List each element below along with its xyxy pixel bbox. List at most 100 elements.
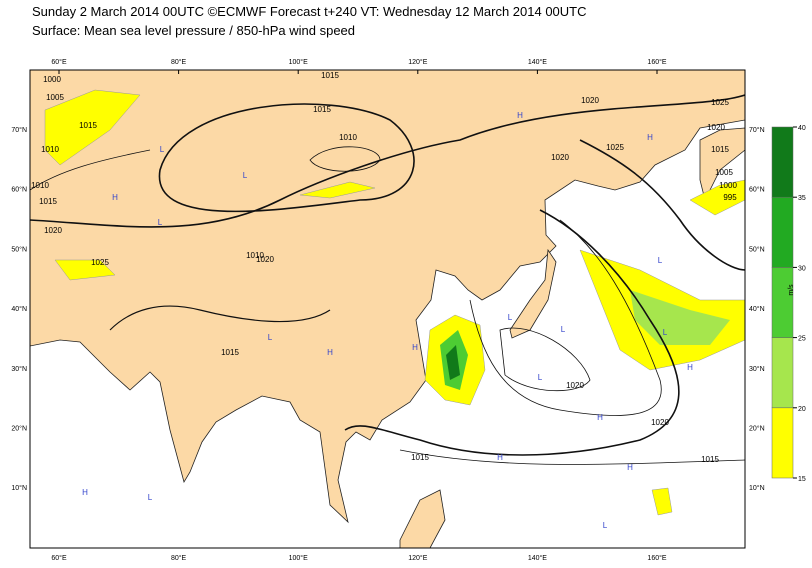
lon-label: 140°E [528,58,547,66]
isobar-label: 1000 [43,75,61,84]
lon-label: 120°E [408,554,427,562]
lat-label: 20°N [11,425,27,433]
pressure-center: H [112,193,118,202]
isobar-label: 1015 [79,121,97,130]
wind-shading [689,179,745,216]
lat-label: 60°N [749,186,765,194]
wind-shading [651,487,673,516]
lon-label: 100°E [289,554,308,562]
pressure-center: L [603,521,608,530]
lon-label: 60°E [51,554,67,562]
lat-label: 20°N [749,425,765,433]
pressure-center: H [497,453,503,462]
isobar-label: 1020 [707,123,725,132]
pressure-center: H [327,348,333,357]
isobar-label: 1025 [91,258,109,267]
wind-shading [446,345,460,380]
lat-label: 70°N [749,126,765,134]
isobar-label: 1025 [606,143,624,152]
colorbar-band [771,407,794,479]
isobar-label: 995 [723,193,737,202]
lat-label: 60°N [11,186,27,194]
colorbar-tick-label: 20 [798,406,806,413]
colorbar-tick-label: 30 [798,265,806,272]
isobar-label: 1000 [719,181,737,190]
isobar-label: 1005 [715,168,733,177]
lat-label: 30°N [749,365,765,373]
colorbar-tick-label: 35 [798,195,806,202]
lon-label: 80°E [171,58,187,66]
isobar-label: 1015 [411,453,429,462]
land [30,70,745,524]
lat-label: 10°N [11,484,27,492]
isobar-label: 1010 [339,133,357,142]
colorbar-tick-label: 15 [798,476,806,483]
colorbar-band [771,126,794,198]
lat-label: 70°N [11,126,27,134]
lat-label: 50°N [11,245,27,253]
lon-label: 140°E [528,554,547,562]
isobar-label: 1025 [711,98,729,107]
lat-label: 40°N [11,305,27,313]
lat-label: 30°N [11,365,27,373]
isobar-label: 1010 [31,181,49,190]
lon-label: 160°E [647,58,666,66]
pressure-center: L [663,328,668,337]
wind-shading [299,181,376,199]
pressure-center: L [268,333,273,342]
colorbar-band [771,337,794,409]
isobar-label: 1010 [41,145,59,154]
pressure-center: L [148,493,153,502]
isobar-label: 1005 [46,93,64,102]
land [399,489,446,548]
lat-label: 10°N [749,484,765,492]
pressure-center: L [561,325,566,334]
pressure-center: L [658,256,663,265]
map-body [30,70,745,548]
wind-shading [44,89,141,166]
wind-shading [54,259,116,281]
isobar-label: 1020 [581,96,599,105]
lat-label: 50°N [749,245,765,253]
pressure-center: H [647,133,653,142]
isobar-label: 1020 [551,153,569,162]
colorbar-band [771,267,794,338]
lat-label: 40°N [749,305,765,313]
pressure-center: L [508,313,513,322]
lon-label: 100°E [289,58,308,66]
pressure-center: H [82,488,88,497]
subtitle: Surface: Mean sea level pressure / 850-h… [32,23,355,38]
isobar-label: 1015 [221,348,239,357]
pressure-center: H [687,363,693,372]
isobar-label: 1010 [246,251,264,260]
title: Sunday 2 March 2014 00UTC ©ECMWF Forecas… [32,4,587,19]
wind-shading [630,290,730,345]
lon-label: 160°E [647,554,666,562]
isobar-label: 1015 [701,455,719,464]
pressure-center: H [412,343,418,352]
land [509,248,557,339]
colorbar-unit: m/s [788,284,795,296]
isobar-label: 1020 [651,418,669,427]
colorbar-band [771,196,794,268]
map-frame [29,69,746,549]
pressure-center: L [243,171,248,180]
isobar-label: 1015 [39,197,57,206]
pressure-center: L [158,218,163,227]
colorbar-tick-label: 40 [798,125,806,132]
pressure-center: H [627,463,633,472]
pressure-center: H [517,111,523,120]
isobars [30,94,745,465]
isobar-label: 1020 [256,255,274,264]
isobar-label: 1020 [44,226,62,235]
lon-label: 120°E [408,58,427,66]
pressure-center: L [160,145,165,154]
isobar-label: 1020 [566,381,584,390]
isobar-label: 1015 [313,105,331,114]
lon-label: 80°E [171,554,187,562]
colorbar-tick-label: 25 [798,336,806,343]
lon-label: 60°E [51,58,67,66]
pressure-center: H [597,413,603,422]
pressure-center: L [538,373,543,382]
